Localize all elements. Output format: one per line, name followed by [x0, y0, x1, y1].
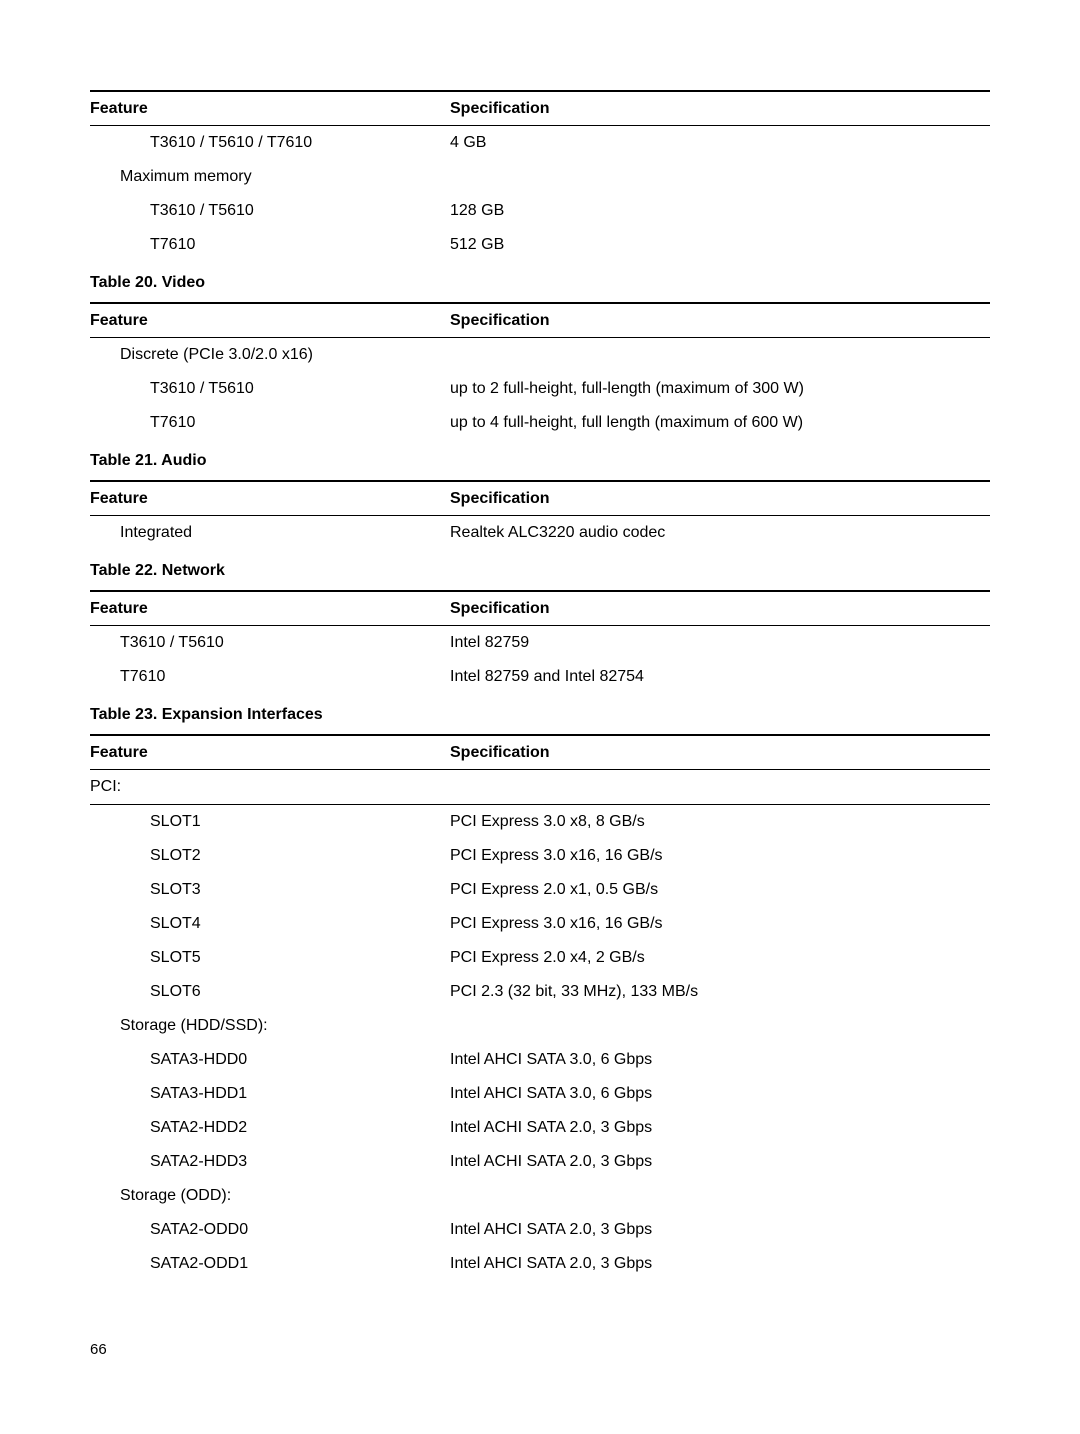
cell-spec: PCI Express 3.0 x16, 16 GB/s	[450, 839, 990, 873]
cell-feature: SLOT1	[90, 805, 450, 840]
table-row: Discrete (PCIe 3.0/2.0 x16)	[90, 338, 990, 373]
page-container: Feature Specification T3610 / T5610 / T7…	[0, 0, 1080, 1398]
cell-feature: SATA3-HDD1	[90, 1077, 450, 1111]
table-row: SATA2-ODD1 Intel AHCI SATA 2.0, 3 Gbps	[90, 1247, 990, 1281]
col-feature: Feature	[90, 735, 450, 770]
table-row: Storage (ODD):	[90, 1179, 990, 1213]
cell-spec: Intel AHCI SATA 2.0, 3 Gbps	[450, 1247, 990, 1281]
table-row: PCI:	[90, 770, 990, 805]
cell-feature: T3610 / T5610	[90, 372, 450, 406]
table-row: T3610 / T5610 up to 2 full-height, full-…	[90, 372, 990, 406]
table-caption-network: Table 22. Network	[90, 562, 990, 580]
table-memory: Feature Specification T3610 / T5610 / T7…	[90, 90, 990, 262]
table-row: SLOT4 PCI Express 3.0 x16, 16 GB/s	[90, 907, 990, 941]
cell-spec: Intel AHCI SATA 2.0, 3 Gbps	[450, 1213, 990, 1247]
cell-feature: SATA2-ODD0	[90, 1213, 450, 1247]
cell-feature: T7610	[90, 228, 450, 262]
cell-feature: SLOT5	[90, 941, 450, 975]
table-network: Feature Specification T3610 / T5610 Inte…	[90, 590, 990, 694]
cell-feature: SLOT6	[90, 975, 450, 1009]
table-caption-expansion: Table 23. Expansion Interfaces	[90, 706, 990, 724]
cell-feature: T3610 / T5610 / T7610	[90, 126, 450, 161]
cell-spec: Intel ACHI SATA 2.0, 3 Gbps	[450, 1145, 990, 1179]
col-feature: Feature	[90, 481, 450, 516]
table-row: T3610 / T5610 128 GB	[90, 194, 990, 228]
table-row: SLOT3 PCI Express 2.0 x1, 0.5 GB/s	[90, 873, 990, 907]
table-row: T3610 / T5610 Intel 82759	[90, 626, 990, 661]
table-row: SATA3-HDD0 Intel AHCI SATA 3.0, 6 Gbps	[90, 1043, 990, 1077]
table-header-row: Feature Specification	[90, 481, 990, 516]
col-feature: Feature	[90, 591, 450, 626]
cell-spec: Intel 82759 and Intel 82754	[450, 660, 990, 694]
cell-spec: PCI Express 3.0 x8, 8 GB/s	[450, 805, 990, 840]
table-caption-audio: Table 21. Audio	[90, 452, 990, 470]
cell-spec: Intel AHCI SATA 3.0, 6 Gbps	[450, 1043, 990, 1077]
table-row: T7610 Intel 82759 and Intel 82754	[90, 660, 990, 694]
table-row: Integrated Realtek ALC3220 audio codec	[90, 516, 990, 551]
cell-spec: 128 GB	[450, 194, 990, 228]
table-row: SATA2-HDD3 Intel ACHI SATA 2.0, 3 Gbps	[90, 1145, 990, 1179]
cell-feature: T7610	[90, 660, 450, 694]
cell-feature: T3610 / T5610	[90, 194, 450, 228]
table-row: T7610 512 GB	[90, 228, 990, 262]
table-row: SLOT6 PCI 2.3 (32 bit, 33 MHz), 133 MB/s	[90, 975, 990, 1009]
cell-spec: PCI Express 3.0 x16, 16 GB/s	[450, 907, 990, 941]
cell-feature: SATA2-ODD1	[90, 1247, 450, 1281]
cell-feature: Maximum memory	[90, 160, 990, 194]
cell-spec: 512 GB	[450, 228, 990, 262]
cell-feature: PCI:	[90, 770, 990, 805]
cell-spec: Intel AHCI SATA 3.0, 6 Gbps	[450, 1077, 990, 1111]
table-row: SATA2-ODD0 Intel AHCI SATA 2.0, 3 Gbps	[90, 1213, 990, 1247]
table-header-row: Feature Specification	[90, 303, 990, 338]
table-row: Maximum memory	[90, 160, 990, 194]
cell-spec: Realtek ALC3220 audio codec	[450, 516, 990, 551]
cell-feature: SATA2-HDD3	[90, 1145, 450, 1179]
cell-spec: 4 GB	[450, 126, 990, 161]
cell-feature: SLOT4	[90, 907, 450, 941]
table-caption-video: Table 20. Video	[90, 274, 990, 292]
cell-spec: up to 4 full-height, full length (maximu…	[450, 406, 990, 440]
table-video: Feature Specification Discrete (PCIe 3.0…	[90, 302, 990, 440]
col-spec: Specification	[450, 591, 990, 626]
table-row: SLOT1 PCI Express 3.0 x8, 8 GB/s	[90, 805, 990, 840]
cell-spec: up to 2 full-height, full-length (maximu…	[450, 372, 990, 406]
cell-feature: Integrated	[90, 516, 450, 551]
col-spec: Specification	[450, 91, 990, 126]
table-row: T3610 / T5610 / T7610 4 GB	[90, 126, 990, 161]
table-expansion: Feature Specification PCI: SLOT1 PCI Exp…	[90, 734, 990, 1281]
cell-feature: Storage (ODD):	[90, 1179, 990, 1213]
table-row: SATA3-HDD1 Intel AHCI SATA 3.0, 6 Gbps	[90, 1077, 990, 1111]
table-row: SLOT5 PCI Express 2.0 x4, 2 GB/s	[90, 941, 990, 975]
col-spec: Specification	[450, 481, 990, 516]
cell-feature: T3610 / T5610	[90, 626, 450, 661]
col-feature: Feature	[90, 303, 450, 338]
cell-spec: Intel 82759	[450, 626, 990, 661]
cell-feature: T7610	[90, 406, 450, 440]
cell-feature: SLOT2	[90, 839, 450, 873]
table-header-row: Feature Specification	[90, 735, 990, 770]
cell-spec: PCI Express 2.0 x4, 2 GB/s	[450, 941, 990, 975]
table-row: SLOT2 PCI Express 3.0 x16, 16 GB/s	[90, 839, 990, 873]
table-header-row: Feature Specification	[90, 591, 990, 626]
table-row: SATA2-HDD2 Intel ACHI SATA 2.0, 3 Gbps	[90, 1111, 990, 1145]
cell-feature: Storage (HDD/SSD):	[90, 1009, 990, 1043]
cell-feature: SLOT3	[90, 873, 450, 907]
page-number: 66	[90, 1341, 990, 1358]
cell-feature: SATA2-HDD2	[90, 1111, 450, 1145]
cell-feature: SATA3-HDD0	[90, 1043, 450, 1077]
cell-spec: PCI Express 2.0 x1, 0.5 GB/s	[450, 873, 990, 907]
table-row: Storage (HDD/SSD):	[90, 1009, 990, 1043]
cell-spec: PCI 2.3 (32 bit, 33 MHz), 133 MB/s	[450, 975, 990, 1009]
col-spec: Specification	[450, 303, 990, 338]
cell-spec: Intel ACHI SATA 2.0, 3 Gbps	[450, 1111, 990, 1145]
table-header-row: Feature Specification	[90, 91, 990, 126]
col-spec: Specification	[450, 735, 990, 770]
table-row: T7610 up to 4 full-height, full length (…	[90, 406, 990, 440]
col-feature: Feature	[90, 91, 450, 126]
cell-feature: Discrete (PCIe 3.0/2.0 x16)	[90, 338, 990, 373]
table-audio: Feature Specification Integrated Realtek…	[90, 480, 990, 550]
